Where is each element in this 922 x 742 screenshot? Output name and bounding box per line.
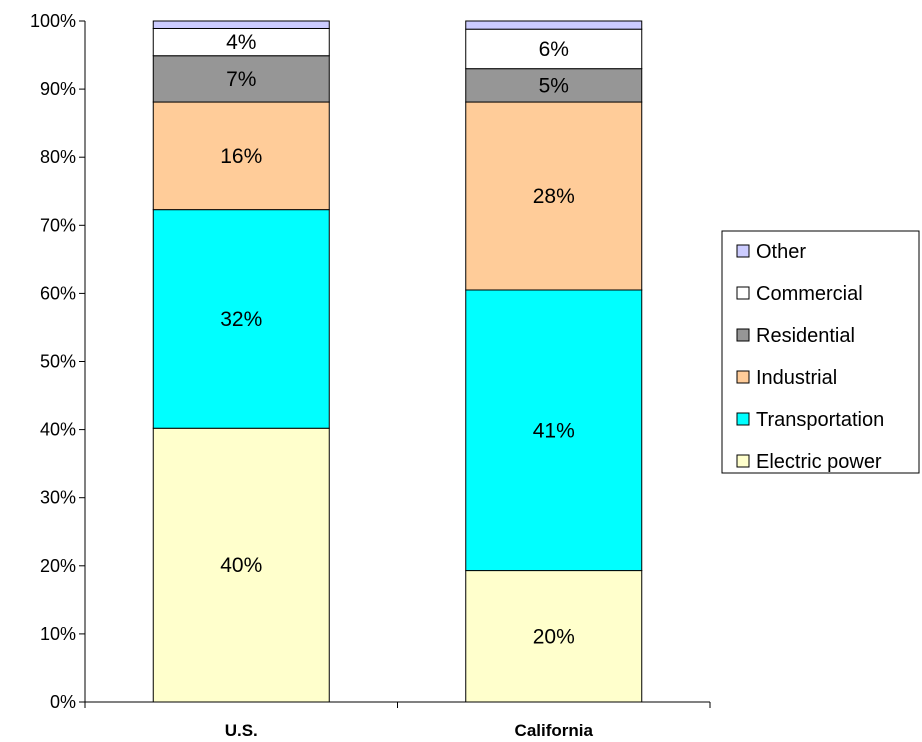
data-label-california-industrial: 28% [533,185,575,208]
y-tick-label: 10% [40,624,76,644]
bar-segment-california-residential [465,68,643,103]
legend-swatch-residential [736,328,750,342]
bar-segment-u-s-other [152,20,330,29]
y-tick-label: 80% [40,147,76,167]
data-label-u-s-industrial: 16% [220,145,262,168]
axes: U.S. California 0% 10% 20% 30% 40% 50% 60% 70% 80%… [30,11,711,740]
plot-area: 40% 32% 16% 7% 4% 20% 41% 28% 5% 6% [152,20,643,703]
bar-segment-california-electric-power [465,570,643,703]
data-label-u-s-transportation: 32% [220,308,262,331]
legend-label-transportation: Transportation [756,409,884,431]
legend-swatch-other [736,244,750,258]
y-tick-label: 60% [40,283,76,303]
x-tick-label-u-s: U.S. [225,721,258,740]
bar-segment-u-s-electric-power [152,427,330,703]
legend-swatch-electric-power [736,454,750,468]
bar-segment-u-s-residential [152,55,330,103]
bar-segment-california-transportation [465,289,643,572]
data-label-california-residential: 5% [539,74,569,97]
y-tick-label: 90% [40,79,76,99]
y-tick-label: 40% [40,420,76,440]
y-tick-label: 70% [40,215,76,235]
legend-swatch-transportation [736,412,750,426]
legend-label-commercial: Commercial [756,283,863,305]
y-tick-label: 0% [50,692,76,712]
data-label-california-commercial: 6% [539,38,569,61]
bar-segment-california-other [465,20,643,30]
data-label-u-s-commercial: 4% [226,31,256,54]
legend-label-electric-power: Electric power [756,451,882,473]
data-label-u-s-electric-power: 40% [220,554,262,577]
bar-segment-california-commercial [465,28,643,70]
legend-box [721,230,920,474]
bar-segment-california-industrial [465,101,643,291]
legend-label-residential: Residential [756,325,855,347]
x-tick-label-california: California [515,721,594,740]
legend-label-industrial: Industrial [756,367,837,389]
legend: Other Commercial Residential Industrial Tran… [721,230,920,474]
legend-swatch-commercial [736,286,750,300]
data-label-california-electric-power: 20% [533,625,575,648]
y-tick-label: 50% [40,352,76,372]
data-label-california-transportation: 41% [533,419,575,442]
y-tick-label: 100% [30,11,76,31]
y-tick-label: 20% [40,556,76,576]
legend-swatch-industrial [736,370,750,384]
bar-segment-u-s-commercial [152,27,330,57]
bar-segment-u-s-transportation [152,209,330,429]
legend-label-other: Other [756,241,806,263]
y-tick-label: 30% [40,488,76,508]
data-label-u-s-residential: 7% [226,68,256,91]
